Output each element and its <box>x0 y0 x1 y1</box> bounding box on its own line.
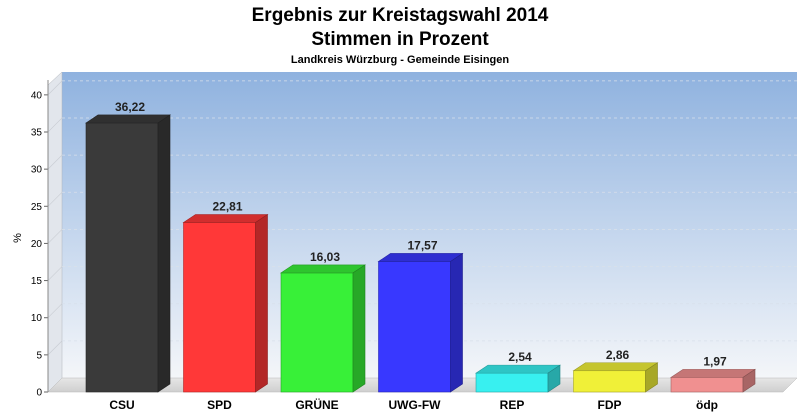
bar-front <box>378 261 451 393</box>
category-label: CSU <box>109 398 134 412</box>
bar-top <box>475 364 561 374</box>
bar-front <box>573 370 646 393</box>
grid-line-wall <box>47 117 63 133</box>
bar-top <box>670 369 756 378</box>
bar-top <box>572 362 659 372</box>
chart-caption: Landkreis Würzburg - Gemeinde Eisingen <box>290 54 510 66</box>
bar-ödp <box>670 368 756 393</box>
chart-title: Ergebnis zur Kreistagswahl 2014 <box>251 5 549 26</box>
y-tick-label: 40 <box>31 90 43 101</box>
bar-side <box>352 264 366 393</box>
chart-subtitle: Stimmen in Prozent <box>311 29 489 50</box>
bar-side <box>255 213 268 393</box>
category-label: GRÜNE <box>295 397 338 412</box>
y-tick-label: 5 <box>36 350 42 361</box>
value-label: 2,54 <box>508 350 532 364</box>
y-tick-label: 30 <box>31 165 43 176</box>
bar-top <box>377 253 464 262</box>
bar-front <box>85 122 159 393</box>
bar-top <box>280 264 366 274</box>
y-tick-label: 35 <box>31 128 43 139</box>
value-label: 2,86 <box>606 348 630 362</box>
value-label: 16,03 <box>310 250 340 264</box>
grid-line-wall <box>47 192 63 207</box>
bar-front <box>670 377 744 393</box>
bars <box>85 114 756 393</box>
y-tick-label: 0 <box>36 388 42 399</box>
bar-front <box>475 372 549 393</box>
category-label: FDP <box>598 398 622 412</box>
category-label: REP <box>500 398 525 412</box>
grid-line-wall <box>47 229 63 244</box>
bar-fdp <box>572 362 659 393</box>
grid-line-wall <box>47 80 63 96</box>
bar-top <box>182 214 269 223</box>
bar-spd <box>182 213 269 393</box>
category-label: SPD <box>207 398 232 412</box>
bar-front <box>183 222 256 393</box>
bar-side <box>742 368 756 393</box>
labels: 36,22 CSU 22,81 SPD 16,03 GRÜNE 17,57 UWG-FW 2,5… <box>109 100 727 412</box>
value-label: 36,22 <box>115 100 145 114</box>
y-tick-label: 10 <box>31 313 43 324</box>
bar-side <box>547 364 561 393</box>
grid-line-wall <box>47 340 63 356</box>
value-label: 22,81 <box>212 200 242 214</box>
bar-top <box>85 114 171 124</box>
value-label: 17,57 <box>407 238 437 252</box>
bar-side <box>645 362 658 393</box>
y-axis-label: % <box>12 233 24 243</box>
grid-line-wall <box>47 154 63 170</box>
grid-line-wall <box>47 266 63 281</box>
bar-grüne <box>280 264 366 393</box>
grid-line-wall <box>47 303 63 318</box>
value-label: 1,97 <box>703 354 727 368</box>
category-label: UWG-FW <box>389 398 442 412</box>
bar-side <box>157 114 171 393</box>
y-axis: 0 5 10 15 20 25 30 35 40% <box>12 80 49 399</box>
y-tick-label: 20 <box>31 239 43 250</box>
bar-front <box>280 272 354 393</box>
bar-uwg-fw <box>377 252 464 393</box>
y-tick-label: 25 <box>31 202 43 213</box>
bar-side <box>450 252 463 393</box>
y-tick-label: 15 <box>31 276 43 287</box>
bar-csu <box>85 114 171 393</box>
category-label: ödp <box>696 398 718 412</box>
bar-rep <box>475 364 561 393</box>
